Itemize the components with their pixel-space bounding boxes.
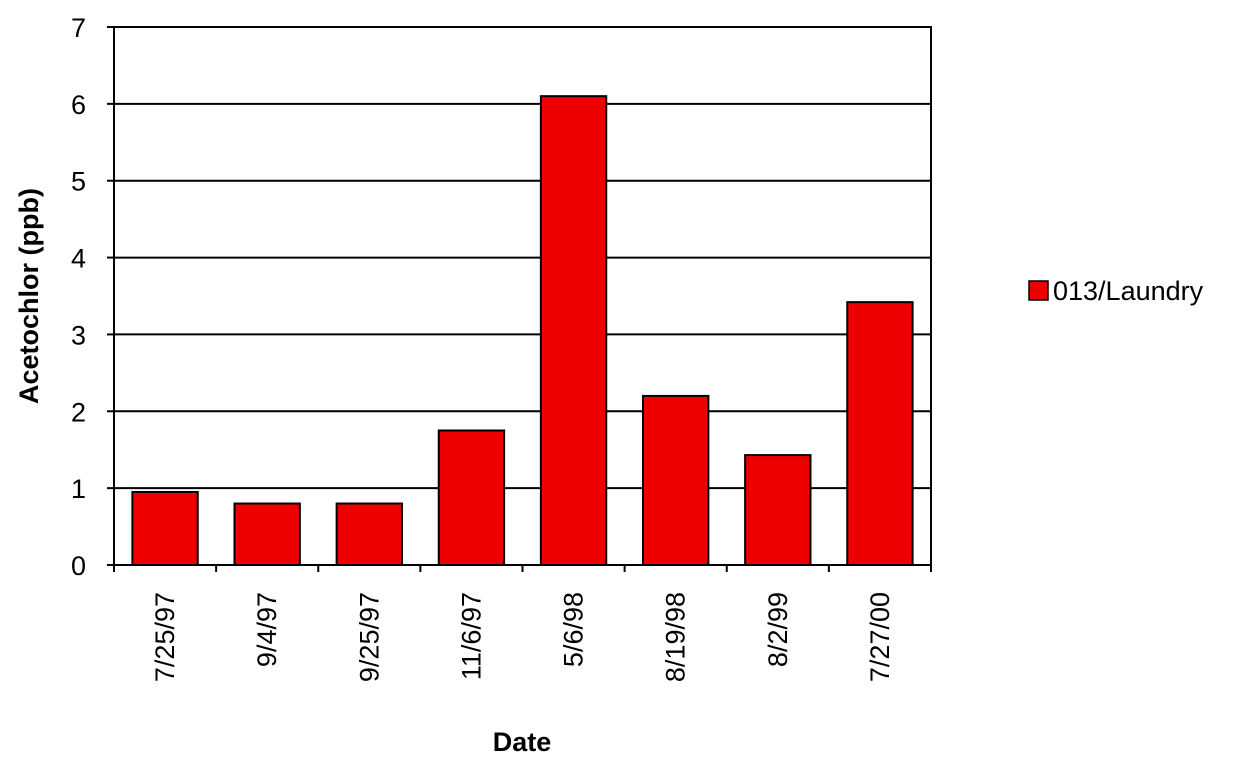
y-tick-label-4: 4 bbox=[71, 244, 86, 274]
x-tick-label-6: 8/2/99 bbox=[763, 592, 793, 667]
legend-label: 013/Laundry bbox=[1053, 276, 1204, 306]
legend: 013/Laundry bbox=[1028, 276, 1204, 306]
y-tick-label-0: 0 bbox=[71, 551, 86, 581]
x-tick-label-4: 5/6/98 bbox=[559, 592, 589, 667]
x-tick-label-5: 8/19/98 bbox=[661, 592, 691, 682]
y-tick-label-5: 5 bbox=[71, 167, 86, 197]
bar-6 bbox=[744, 454, 812, 567]
y-tick-label-7: 7 bbox=[71, 13, 86, 43]
y-tick-label-3: 3 bbox=[71, 320, 86, 350]
bars bbox=[131, 95, 914, 567]
y-axis-ticks: 0 1 2 3 4 5 6 7 bbox=[71, 13, 114, 581]
x-axis-title: Date bbox=[493, 727, 552, 757]
bar-2 bbox=[335, 502, 403, 566]
legend-swatch bbox=[1028, 280, 1049, 301]
y-tick-label-1: 1 bbox=[71, 474, 86, 504]
bar-4 bbox=[539, 95, 608, 567]
bar-1 bbox=[233, 502, 301, 566]
x-tick-label-3: 11/6/97 bbox=[456, 592, 486, 680]
x-tick-label-1: 9/4/97 bbox=[252, 592, 282, 667]
y-tick-label-2: 2 bbox=[71, 397, 86, 427]
bar-3 bbox=[437, 429, 506, 566]
x-tick-label-7: 7/27/00 bbox=[865, 592, 895, 682]
x-tick-label-0: 7/25/97 bbox=[150, 592, 180, 682]
y-axis-title: Acetochlor (ppb) bbox=[14, 188, 44, 404]
y-tick-label-6: 6 bbox=[71, 90, 86, 120]
bar-5 bbox=[642, 394, 710, 566]
bar-7 bbox=[846, 301, 914, 566]
gridlines bbox=[114, 102, 931, 490]
x-tick-label-2: 9/25/97 bbox=[354, 592, 384, 682]
bar-0 bbox=[131, 490, 199, 566]
x-axis-ticks: 7/25/97 9/4/97 9/25/97 11/6/97 5/6/98 8/19/98… bbox=[113, 565, 932, 682]
